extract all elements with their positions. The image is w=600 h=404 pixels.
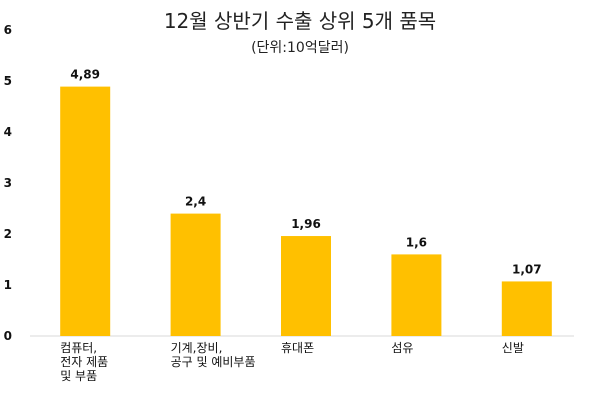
x-category-label-line: 기계,장비, [171, 341, 223, 355]
bar [391, 254, 442, 336]
x-category-label: 섬유 [391, 341, 413, 355]
bar-value-label: 1,07 [512, 262, 542, 276]
y-tick-label: 5 [4, 74, 12, 88]
chart-title: 12월 상반기 수출 상위 5개 품목 [164, 9, 436, 33]
bar [281, 236, 331, 336]
x-category-label-line: 신발 [502, 341, 524, 355]
value-labels: 4,89 2,4 1,96 1,6 1,07 [70, 68, 541, 277]
x-category-label-line: 컴퓨터, [60, 341, 97, 355]
y-tick-label: 0 [4, 329, 12, 343]
y-tick-label: 6 [4, 23, 12, 37]
x-category-label-line: 전자 제품 [60, 355, 108, 369]
x-category-label-line: 공구 및 예비부품 [171, 355, 256, 369]
y-tick-label: 1 [4, 278, 12, 292]
bar-value-label: 2,4 [185, 195, 206, 209]
bar [60, 86, 111, 336]
chart-subtitle: (단위:10억달러) [251, 40, 349, 56]
x-axis-labels: 컴퓨터, 전자 제품 및 부품 기계,장비, 공구 및 예비부품 휴대폰 섬유 신발 [60, 341, 524, 383]
x-category-label-line: 휴대폰 [281, 341, 314, 355]
bar-value-label: 1,96 [291, 217, 321, 231]
y-tick-label: 4 [4, 125, 12, 139]
y-tick-label: 3 [4, 176, 12, 190]
x-category-label: 휴대폰 [281, 341, 314, 355]
x-category-label-line: 및 부품 [60, 369, 97, 383]
x-category-label: 신발 [502, 341, 524, 355]
bar-value-label: 1,6 [406, 235, 427, 249]
bar [170, 213, 221, 336]
bars [60, 86, 552, 336]
y-tick-label: 2 [4, 227, 12, 241]
x-category-label: 기계,장비, 공구 및 예비부품 [171, 341, 256, 369]
bar [501, 281, 552, 336]
x-category-label-line: 섬유 [391, 341, 413, 355]
x-category-label: 컴퓨터, 전자 제품 및 부품 [60, 341, 108, 383]
bar-value-label: 4,89 [70, 68, 100, 82]
